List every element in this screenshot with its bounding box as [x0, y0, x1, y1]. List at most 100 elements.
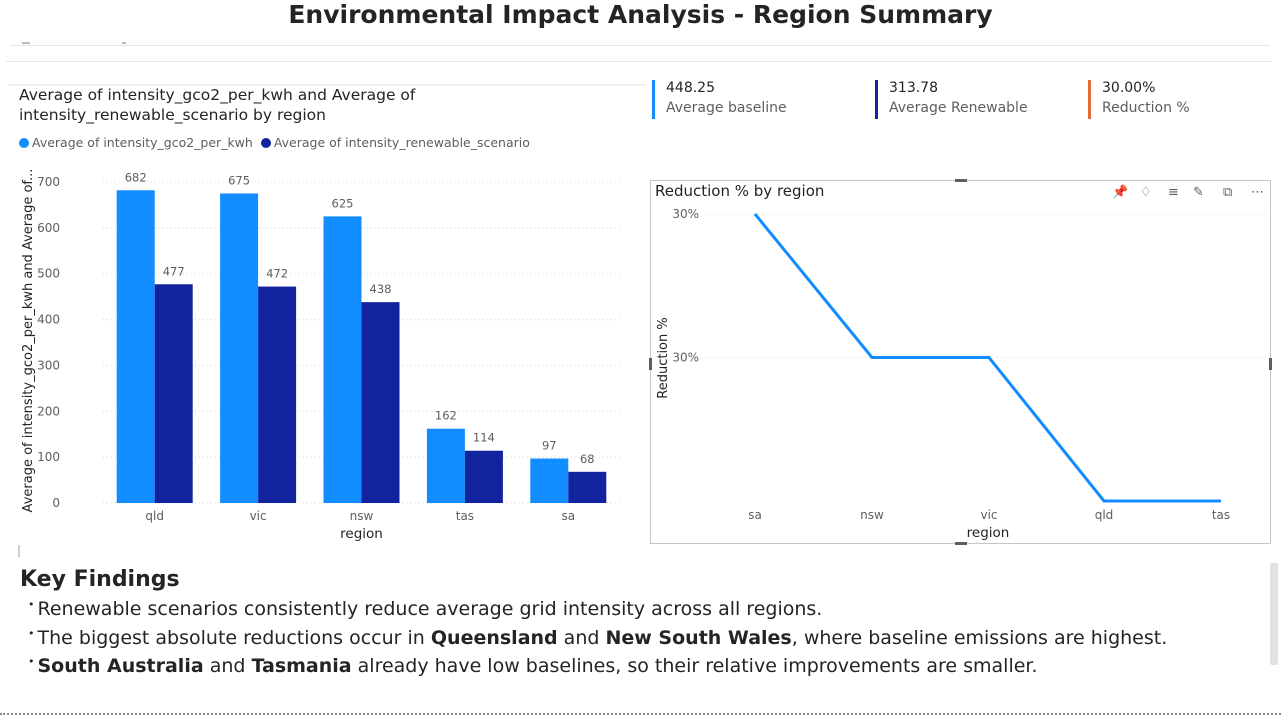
x-tick-label: nsw: [350, 509, 374, 523]
x-tick-label: qld: [145, 509, 164, 523]
finding-emphasis: South Australia: [37, 655, 204, 677]
expand-icon[interactable]: ⧉: [1223, 185, 1233, 200]
visual-edge-mark: [18, 545, 20, 557]
data-label: 682: [125, 170, 147, 184]
kpi-value: 30.00%: [1102, 80, 1156, 96]
format-icon[interactable]: ✎: [1193, 185, 1204, 200]
x-axis-title: region: [967, 525, 1010, 541]
finding-item: • Renewable scenarios consistently reduce…: [28, 598, 822, 620]
resize-handle-top[interactable]: [955, 179, 967, 182]
visual-top-edge: [8, 84, 646, 86]
line-chart-plot: 30% 30% sa nsw vic qld tas region Reduction %: [656, 207, 1269, 541]
resize-handle-bottom[interactable]: [955, 542, 967, 545]
series-line: [753, 213, 1221, 503]
x-axis-title: region: [340, 526, 383, 542]
y-tick-label: 400: [37, 313, 60, 327]
y-axis-title: Reduction %: [656, 317, 671, 398]
section-divider: [6, 61, 646, 62]
kpi-card-baseline[interactable]: 448.25 Average baseline: [652, 78, 852, 120]
y-tick-label: 600: [37, 221, 60, 235]
kpi-accent-bar: [875, 80, 878, 119]
bar: [568, 471, 607, 503]
x-tick-label: sa: [748, 508, 762, 522]
bar-chart-legend[interactable]: Average of intensity_gco2_per_kwh Averag…: [19, 135, 530, 150]
bar: [464, 450, 503, 503]
bar: [116, 190, 155, 504]
bar: [361, 302, 400, 503]
x-tick-label: vic: [980, 508, 997, 522]
kpi-accent-bar: [652, 80, 655, 119]
finding-emphasis: Queensland: [430, 627, 558, 649]
y-tick-label: 500: [37, 267, 60, 281]
finding-text: already have low baselines, so their rel…: [351, 655, 1038, 677]
page-bottom-border: [0, 713, 1281, 715]
finding-emphasis: Tasmania: [251, 655, 352, 677]
data-label: 114: [473, 431, 495, 445]
bar: [258, 286, 297, 503]
bar: [323, 216, 362, 503]
legend-label-baseline[interactable]: Average of intensity_gco2_per_kwh: [32, 135, 253, 150]
finding-text: and: [557, 627, 606, 649]
kpi-value: 313.78: [889, 80, 938, 96]
bullet-icon: •: [28, 627, 35, 640]
bar-chart-title: Average of intensity_gco2_per_kwh and Av…: [19, 86, 416, 124]
y-tick-label: 300: [37, 358, 60, 372]
divider-mark: [122, 42, 126, 44]
filter-icon[interactable]: ≡: [1168, 185, 1179, 200]
x-tick-label: tas: [456, 509, 474, 523]
y-tick-label: 0: [52, 496, 60, 510]
kpi-accent-bar: [1088, 80, 1091, 119]
finding-text: Renewable scenarios consistently reduce …: [37, 598, 823, 620]
bar: [426, 428, 465, 503]
divider-mark: [22, 42, 30, 44]
kpi-value: 448.25: [666, 80, 715, 96]
more-icon[interactable]: ⋯: [1251, 185, 1264, 200]
data-label: 68: [580, 452, 595, 466]
pin-icon[interactable]: 📌: [1112, 185, 1129, 200]
findings-heading: Key Findings: [20, 567, 180, 592]
section-divider: [646, 61, 1271, 62]
data-label: 97: [542, 439, 557, 453]
x-tick-label: nsw: [860, 508, 884, 522]
bar: [220, 193, 259, 503]
y-axis-title: Average of intensity_gco2_per_kwh and Av…: [21, 169, 36, 513]
legend-swatch-renewable: [260, 138, 271, 148]
finding-emphasis: New South Wales: [605, 627, 792, 649]
finding-item: • The biggest absolute reductions occur i…: [28, 627, 1167, 649]
line-chart-title: Reduction % by region: [655, 182, 825, 200]
bar-chart-visual[interactable]: Average of intensity_gco2_per_kwh and Av…: [8, 84, 646, 554]
scrollbar[interactable]: [1270, 563, 1278, 665]
data-label: 438: [370, 282, 392, 296]
data-label: 675: [228, 173, 250, 187]
data-label: 477: [163, 264, 185, 278]
finding-text: and: [203, 655, 252, 677]
kpi-label: Average baseline: [666, 100, 787, 116]
x-tick-label: vic: [250, 509, 267, 523]
bullet-icon: •: [28, 598, 35, 611]
bell-icon[interactable]: ♢: [1140, 185, 1152, 200]
finding-item: • South Australia and Tasmania already ha…: [28, 655, 1038, 677]
resize-handle-left[interactable]: [649, 358, 652, 370]
bar: [154, 284, 193, 503]
line-chart-visual[interactable]: Reduction % by region 📌 ♢ ≡ ✎ ⧉ ⋯ 30% 30%…: [649, 179, 1272, 545]
bar-chart-plot: 0 100 200 300 400 500 600 700 682 477 qld 675 472 vic…: [21, 169, 620, 542]
data-label: 625: [332, 196, 354, 210]
finding-text: The biggest absolute reductions occur in: [37, 627, 431, 649]
page-title: Environmental Impact Analysis - Region S…: [288, 0, 993, 29]
title-divider: [10, 45, 1270, 46]
legend-swatch-baseline: [19, 138, 29, 148]
x-tick-label: sa: [561, 509, 575, 523]
kpi-card-reduction[interactable]: 30.00% Reduction %: [1088, 78, 1268, 120]
y-tick-label: 100: [37, 450, 60, 464]
kpi-card-renewable[interactable]: 313.78 Average Renewable: [875, 78, 1075, 120]
y-tick-label: 30%: [672, 207, 699, 221]
bullet-icon: •: [28, 655, 35, 668]
y-tick-label: 700: [37, 175, 60, 189]
y-tick-label: 30%: [672, 351, 699, 365]
legend-label-renewable[interactable]: Average of intensity_renewable_scenario: [273, 135, 530, 150]
kpi-label: Average Renewable: [889, 100, 1028, 116]
x-tick-label: qld: [1095, 508, 1114, 522]
resize-handle-right[interactable]: [1269, 358, 1272, 370]
data-label: 162: [435, 409, 457, 423]
finding-text: , where baseline emissions are highest.: [791, 627, 1168, 649]
